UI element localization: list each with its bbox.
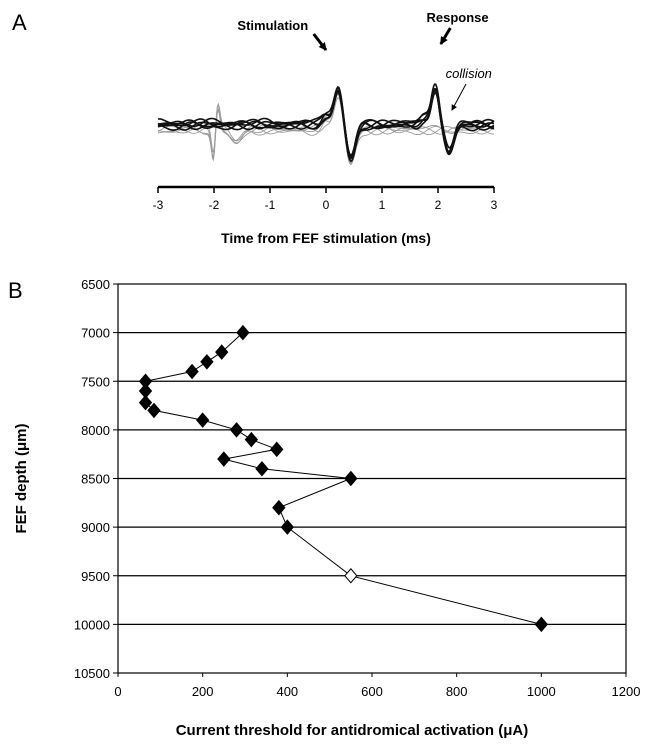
panel-a-tick-label: 0 bbox=[323, 198, 330, 212]
data-point-filled bbox=[236, 324, 250, 341]
stimulation-arrow bbox=[312, 33, 328, 51]
data-point-filled bbox=[270, 441, 284, 458]
panel-b-y-tick-label: 8500 bbox=[81, 472, 110, 487]
panel-b-y-ticks: 6500 7000 7500 8000 8500 9000 9500 10000 10500 bbox=[74, 277, 118, 681]
panel-b-letter: B bbox=[8, 278, 23, 303]
panel-a-tick-label: 3 bbox=[491, 198, 498, 212]
data-point-filled bbox=[229, 422, 244, 438]
data-point-open bbox=[344, 567, 358, 584]
data-point-filled bbox=[255, 461, 269, 477]
data-point-filled bbox=[280, 519, 294, 535]
response-trace bbox=[157, 87, 495, 157]
panel-a-x-axis-label: Time from FEF stimulation (ms) bbox=[221, 230, 431, 246]
panel-b-y-tick-label: 10500 bbox=[74, 666, 110, 681]
data-point-filled bbox=[244, 431, 259, 448]
data-point-filled bbox=[534, 616, 548, 633]
annotation-collision: collision bbox=[446, 66, 492, 81]
response-arrow bbox=[439, 27, 452, 45]
panel-a: -3 -2 -1 0 1 2 3 Time from FEF stimulation (ms… bbox=[153, 10, 498, 246]
panel-b-x-tick-label: 800 bbox=[446, 684, 468, 699]
collision-trace bbox=[157, 93, 495, 164]
panel-a-tick-label: 1 bbox=[379, 198, 386, 212]
panel-b-y-axis-label: FEF depth (μm) bbox=[13, 424, 30, 534]
panel-a-letter: A bbox=[12, 10, 27, 35]
panel-b-x-tick-label: 0 bbox=[114, 684, 121, 699]
data-point-filled bbox=[344, 470, 358, 487]
data-point-filled bbox=[215, 344, 229, 360]
panel-b-x-tick-label: 1000 bbox=[527, 684, 556, 699]
panel-b-y-tick-label: 7500 bbox=[81, 374, 110, 389]
panel-b-x-axis-label: Current threshold for antidromical activ… bbox=[176, 722, 529, 739]
annotation-stimulation: Stimulation bbox=[237, 18, 308, 33]
panel-a-tick-label: -3 bbox=[153, 198, 164, 212]
panel-a-tick-label: 2 bbox=[435, 198, 442, 212]
panel-a-ticks: -3 -2 -1 0 1 2 3 bbox=[153, 187, 498, 212]
panel-b-x-tick-label: 200 bbox=[192, 684, 214, 699]
panel-b-y-tick-label: 10000 bbox=[74, 617, 110, 632]
data-point-filled bbox=[147, 402, 161, 419]
panel-b-y-tick-label: 7000 bbox=[81, 326, 110, 341]
collision-arrow bbox=[451, 83, 467, 111]
panel-a-tick-label: -1 bbox=[265, 198, 276, 212]
panel-b-x-tick-label: 1200 bbox=[612, 684, 641, 699]
data-point-filled bbox=[217, 451, 231, 467]
data-point-filled bbox=[272, 499, 286, 516]
data-point-filled bbox=[138, 394, 153, 411]
panel-b-y-tick-label: 6500 bbox=[81, 277, 110, 292]
panel-b-y-tick-label: 8000 bbox=[81, 423, 110, 438]
panel-b-x-tick-label: 600 bbox=[361, 684, 383, 699]
panel-b-x-ticks: 0 200 400 600 800 1000 1200 bbox=[114, 673, 640, 699]
data-point-filled bbox=[200, 354, 214, 370]
panel-b-points bbox=[138, 324, 548, 633]
waveform-traces bbox=[157, 83, 495, 166]
annotation-response: Response bbox=[427, 10, 489, 25]
panel-b-y-tick-label: 9000 bbox=[81, 520, 110, 535]
panel-b-y-tick-label: 9500 bbox=[81, 569, 110, 584]
panel-a-tick-label: -2 bbox=[209, 198, 220, 212]
data-point-filled bbox=[185, 363, 199, 380]
data-point-filled bbox=[196, 412, 210, 428]
panel-b-x-tick-label: 400 bbox=[276, 684, 298, 699]
panel-b-gridlines bbox=[118, 332, 626, 625]
